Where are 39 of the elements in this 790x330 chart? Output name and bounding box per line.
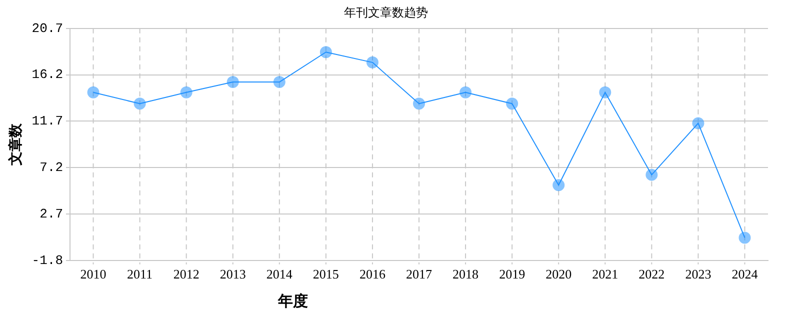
point xyxy=(599,86,612,98)
point xyxy=(460,86,472,98)
x-tick-label: 2010 xyxy=(80,266,106,282)
x-tick-label: 2014 xyxy=(266,266,293,282)
x-tick-label: 2015 xyxy=(312,266,339,282)
x-tick-label: 2013 xyxy=(220,266,246,282)
x-tick-label: 2020 xyxy=(546,266,572,282)
x-tick-label: 2011 xyxy=(127,266,153,282)
point xyxy=(506,98,518,110)
x-axis-title: 年度 xyxy=(278,292,308,311)
y-tick-label: 16.2 xyxy=(32,67,64,82)
x-tick-label: 2018 xyxy=(452,266,479,282)
x-tick-label: 2019 xyxy=(499,266,526,282)
point xyxy=(552,179,565,192)
x-tick-label: 2023 xyxy=(685,266,712,282)
x-tick-label: 2017 xyxy=(406,266,433,282)
y-tick-label: 2.7 xyxy=(40,206,64,222)
point xyxy=(87,86,100,98)
point xyxy=(134,98,146,110)
y-tick-label: -1.8 xyxy=(32,252,64,268)
y-axis-title: 文章数 xyxy=(7,122,24,166)
point xyxy=(320,46,332,58)
point xyxy=(180,86,192,98)
y-tick-label: 20.7 xyxy=(32,20,64,36)
x-tick-label: 2024 xyxy=(732,266,758,282)
y-tick-label: 11.7 xyxy=(32,114,64,129)
x-tick-label: 2016 xyxy=(359,266,386,282)
x-tick-label: 2022 xyxy=(638,266,665,282)
y-tick-label: 7.2 xyxy=(40,160,64,176)
point xyxy=(692,117,704,130)
point xyxy=(366,56,378,68)
point xyxy=(413,98,426,110)
x-tick-label: 2012 xyxy=(173,266,200,282)
point xyxy=(273,76,286,88)
point xyxy=(226,76,239,88)
point xyxy=(738,232,751,244)
chart-title: 年刊文章数趋势 xyxy=(344,5,428,20)
point xyxy=(646,168,658,181)
x-tick-label: 2021 xyxy=(592,266,618,282)
